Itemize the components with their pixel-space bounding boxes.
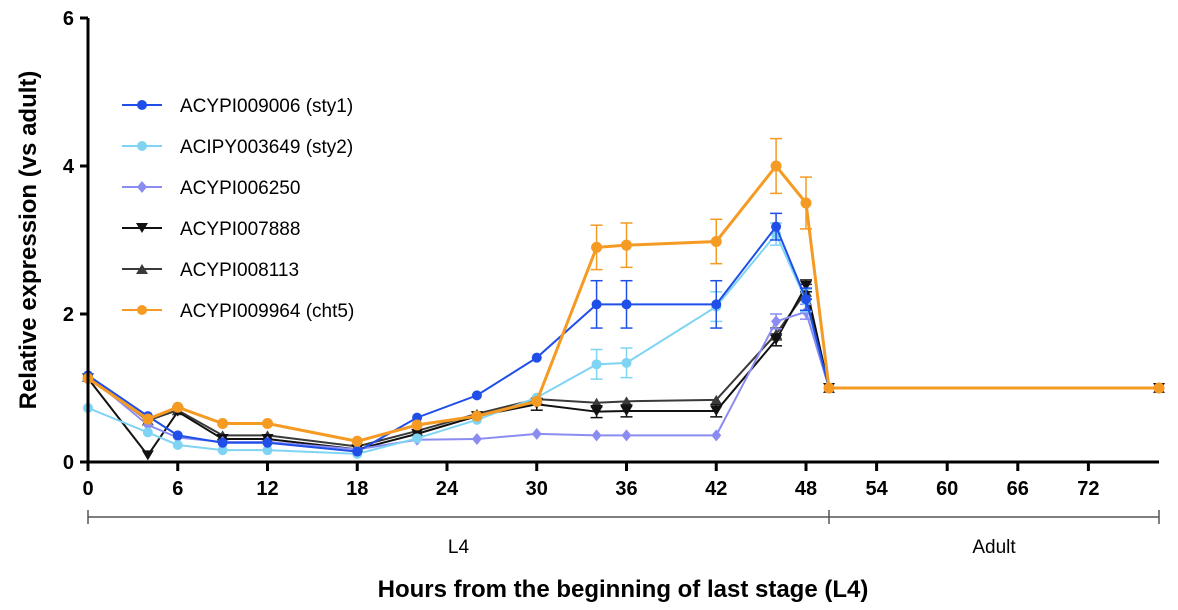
x-tick-label: 12 [256,478,278,500]
stage-label: Adult [972,537,1016,558]
data-point [620,405,633,416]
data-point [710,394,723,405]
data-point [136,264,148,274]
data-point [531,395,543,407]
x-tick-label: 18 [346,478,368,500]
legend-label: ACYPI006250 [180,178,300,199]
data-point [823,382,835,394]
y-tick-label: 4 [63,156,75,178]
data-point [262,418,273,430]
data-point [591,299,602,310]
x-axis-title: Hours from the beginning of last stage (… [378,576,869,603]
x-tick-label: 24 [436,478,459,500]
x-tick-label: 48 [795,478,817,500]
series-2 [83,303,1164,456]
data-point [771,221,782,232]
data-point [137,181,147,193]
data-point [471,433,482,446]
data-point [412,433,423,444]
data-point [770,334,783,345]
data-point [217,418,229,430]
data-point [137,305,147,315]
data-point [531,352,542,363]
y-tick-label: 6 [63,8,74,30]
legend-item: ACYPI007888 [122,219,300,240]
legend-item: ACIPY003649 (sty2) [122,137,353,158]
x-tick-label: 30 [526,478,548,500]
data-point [262,445,273,456]
y-tick-label: 2 [63,304,74,326]
legend-item: ACYPI009006 (sty1) [122,96,353,117]
data-point [136,223,148,233]
data-point [172,439,183,450]
data-point [217,445,228,456]
data-point [471,390,482,401]
data-point [172,430,183,441]
data-point [711,429,722,442]
data-point [710,405,723,416]
data-point [621,429,632,442]
data-point [621,239,632,251]
data-point [137,100,147,110]
stage-bar: L4 Adult [87,510,1160,558]
data-point [142,413,154,425]
data-point [141,450,154,461]
series-line [87,224,1159,453]
data-point [471,410,483,422]
data-point [621,299,632,310]
data-point [801,294,811,305]
data-point [710,235,722,247]
series-0 [83,212,1164,457]
data-point [1153,382,1165,394]
legend-label: ACIPY003649 (sty2) [180,137,353,158]
legend-label: ACYPI009006 (sty1) [180,96,353,117]
x-tick-label: 66 [1007,478,1029,500]
legend-label: ACYPI007888 [180,219,300,240]
data-point [591,241,603,253]
data-point [137,141,147,151]
data-point [217,437,228,448]
legend-item: ACYPI009964 (cht5) [122,301,354,322]
data-point [590,406,603,417]
legend-label: ACYPI009964 (cht5) [180,301,354,322]
stage-label: L4 [448,537,470,558]
data-point [352,446,363,457]
data-point [620,396,633,407]
y-tick-label: 0 [63,452,74,474]
data-point [771,315,782,328]
x-tick-label: 60 [936,478,958,500]
data-point [412,412,423,423]
y-axis-title: Relative expression (vs adult) [15,71,42,410]
data-point [172,401,184,413]
x-tick-label: 72 [1077,478,1099,500]
data-point [800,197,812,209]
data-point [142,427,153,438]
series-5 [82,137,1165,447]
x-tick-label: 6 [172,478,183,500]
data-point [770,160,782,172]
data-point [591,359,602,370]
data-point [621,357,632,368]
data-point [262,437,273,448]
x-tick-label: 36 [615,478,637,500]
series-line [87,310,1159,451]
legend-item: ACYPI008113 [122,260,299,281]
data-point [591,429,602,442]
x-tick-label: 42 [705,478,727,500]
data-point [711,299,722,310]
x-tick-label: 0 [82,478,93,500]
legend: ACYPI009006 (sty1) ACIPY003649 (sty2) ACYP… [122,96,354,322]
x-tick-label: 54 [865,478,888,500]
data-point [351,435,363,447]
data-point [800,280,812,291]
data-point [411,419,423,431]
chart-marks [82,137,1165,461]
legend-label: ACYPI008113 [180,260,299,281]
series-line [87,163,1159,443]
legend-item: ACYPI006250 [122,178,300,199]
data-point [531,427,542,440]
